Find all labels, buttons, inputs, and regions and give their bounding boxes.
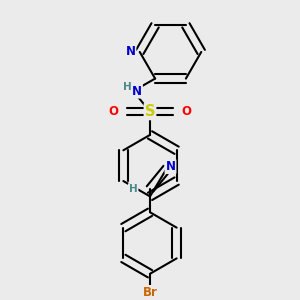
Text: O: O — [109, 105, 119, 118]
Text: O: O — [181, 105, 191, 118]
Text: H: H — [123, 82, 132, 92]
Text: N: N — [125, 46, 135, 59]
Text: H: H — [129, 184, 138, 194]
Text: Br: Br — [142, 286, 158, 299]
Text: N: N — [132, 85, 142, 98]
Text: N: N — [166, 160, 176, 173]
Text: S: S — [145, 104, 155, 119]
